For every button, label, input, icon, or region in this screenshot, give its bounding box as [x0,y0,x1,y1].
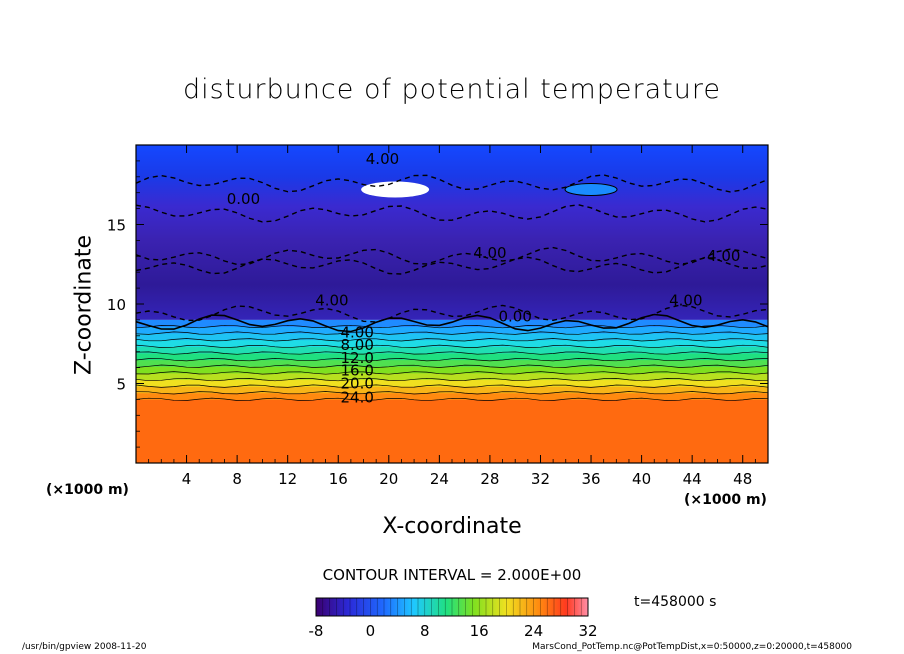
time-label: t=458000 s [634,594,717,610]
gradient-band [136,339,768,347]
x-axis-label: X-coordinate [382,514,522,539]
contour-label: 4.00 [340,323,373,341]
contour-line [135,304,769,323]
contour-line [135,344,769,349]
gradient-band [136,346,768,354]
footer-right: MarsCond_PotTemp.nc@PotTempDist,x=0:5000… [532,642,852,652]
x-tick-label: 48 [733,470,752,488]
contour-line [135,338,769,342]
contour-line [135,256,769,275]
y-tick-label: 5 [116,376,126,394]
x-tick-label: 28 [480,470,499,488]
gradient-band [136,392,768,400]
contour-label: 24.0 [340,389,373,407]
contour-line [135,204,769,223]
x-tick-label: 4 [182,470,192,488]
x-tick-label: 32 [531,470,550,488]
contour-label: 0.00 [227,190,260,208]
y-tick-label: 15 [107,217,126,235]
contour-line [135,246,769,266]
contour-label: 4.00 [707,247,740,265]
colorbar-tick-label: 16 [470,622,489,640]
gradient-band [136,326,768,334]
y-axis-label: Z-coordinate [71,235,97,375]
gradient-band [136,366,768,374]
contour-interval: CONTOUR INTERVAL = 2.000E+00 [322,566,582,584]
contour-label: 12.0 [340,349,373,367]
gradient-band [136,359,768,367]
white-patch [361,181,430,198]
contour-label: 4.00 [669,292,702,310]
y-tick-label: 10 [107,296,126,314]
gradient-band [136,333,768,341]
contour-label: 20.0 [340,374,373,392]
contour-label: 0.00 [498,307,531,325]
gradient-band [136,386,768,394]
gradient-band [136,379,768,387]
contour-label: 16.0 [340,362,373,380]
footer-left: /usr/bin/gpview 2008-11-20 [22,642,147,652]
x-tick-label: 12 [278,470,297,488]
colorbar-tick-label: 32 [578,622,597,640]
upper-region [136,145,768,320]
x-tick-label: 36 [581,470,600,488]
contour-line [135,324,769,329]
colorbar-tick-label: 8 [420,622,430,640]
contour-line [135,397,769,402]
contour-label: 4.00 [473,244,506,262]
contour-line [135,371,769,375]
gradient-band [136,372,768,381]
contour-line [135,358,769,362]
colorbar-tick-label: 0 [366,622,376,640]
colorbar-tick-label: 24 [524,622,543,640]
contour-line [135,331,769,335]
contour-line [135,364,769,368]
contour-label: 8.00 [340,336,373,354]
contour-line [135,391,769,395]
x-tick-label: 16 [329,470,348,488]
x-tick-label: 24 [430,470,449,488]
x-unit-right: (×1000 m) [684,492,767,508]
blue-patch [564,183,618,197]
surface-layer [136,399,768,463]
colorbar-tick-label: -8 [309,622,324,640]
contour-line [135,384,769,388]
contour-line [135,313,769,333]
contour-label: 4.00 [366,150,399,168]
contour-line [135,174,769,193]
x-tick-label: 44 [683,470,702,488]
gradient-band [136,319,768,328]
x-tick-label: 20 [379,470,398,488]
x-unit-left: (×1000 m) [46,482,129,498]
contour-line [135,377,769,382]
gradient-band [136,353,768,361]
x-tick-label: 40 [632,470,651,488]
x-tick-label: 8 [232,470,242,488]
contour-label: 4.00 [315,292,348,310]
contour-line [135,351,769,355]
chart-title: disturbunce of potential temperature [183,74,721,105]
